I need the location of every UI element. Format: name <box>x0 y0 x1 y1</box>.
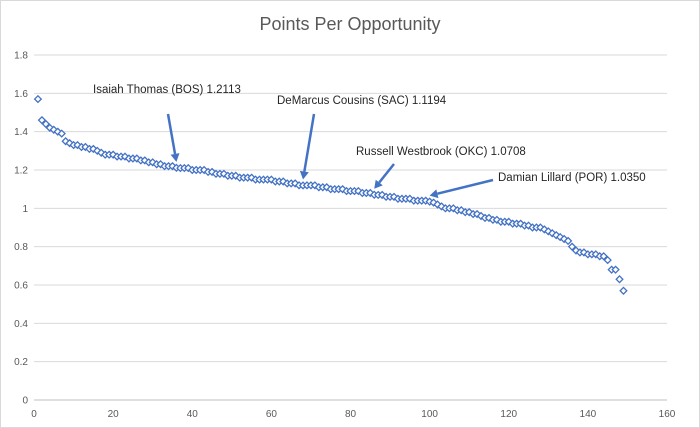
annotation-arrow <box>166 113 177 155</box>
annotation-arrow <box>437 178 494 195</box>
data-point <box>89 144 98 154</box>
data-point <box>57 129 66 138</box>
data-point <box>338 184 347 194</box>
annotation-label: Isaiah Thomas (BOS) 1.2113 <box>93 84 241 96</box>
data-point <box>437 202 446 211</box>
y-tick-label: 0 <box>22 396 28 407</box>
annotation-label: Russell Westbrook (OKC) 1.0708 <box>356 146 526 158</box>
x-tick-label: 160 <box>659 409 676 420</box>
data-point <box>548 229 557 238</box>
annotation-arrowhead <box>299 170 309 180</box>
x-tick-label: 100 <box>421 409 438 420</box>
data-point <box>567 242 577 251</box>
data-point <box>563 236 573 246</box>
data-point <box>247 173 256 182</box>
grid-lines <box>34 54 667 401</box>
y-tick-label: 1 <box>22 204 28 215</box>
data-point <box>290 179 300 188</box>
chart-title: Points Per Opportunity <box>259 14 440 34</box>
y-tick-label: 0.4 <box>14 319 28 330</box>
y-tick-label: 0.2 <box>14 357 28 368</box>
data-point <box>599 252 608 261</box>
x-tick-label: 20 <box>108 409 120 420</box>
data-point <box>279 177 288 186</box>
x-tick-label: 80 <box>345 409 357 420</box>
x-tick-label: 60 <box>266 409 278 420</box>
data-point <box>322 183 331 192</box>
data-point <box>168 161 177 171</box>
annotation-arrowhead <box>374 179 383 189</box>
annotation-arrowhead <box>170 153 180 162</box>
y-tick-label: 1.2 <box>14 166 28 177</box>
y-tick-label: 1.4 <box>14 127 28 138</box>
data-point <box>552 230 561 240</box>
annotation-arrow <box>378 163 395 184</box>
data-point <box>41 119 51 129</box>
annotations: Isaiah Thomas (BOS) 1.2113 DeMarcus Cousi… <box>93 84 646 199</box>
data-point <box>464 207 474 217</box>
data-point <box>37 115 47 125</box>
tick-labels: 0 0.2 0.4 0.6 0.8 1 1.2 1.4 1.6 1.8 0 20 40 60 80 100 12… <box>14 51 676 421</box>
data-point <box>65 138 74 148</box>
data-point <box>516 219 525 228</box>
data-point <box>619 286 628 295</box>
y-tick-label: 1.6 <box>14 89 28 100</box>
y-tick-label: 1.8 <box>14 51 28 62</box>
data-point <box>199 165 209 175</box>
data-point <box>603 255 612 265</box>
data-point <box>108 150 118 159</box>
y-tick-label: 0.6 <box>14 281 28 292</box>
data-point <box>615 275 624 284</box>
data-point <box>207 167 217 177</box>
data-point <box>611 265 620 274</box>
data-point <box>540 225 549 234</box>
annotation-label: Damian Lillard (POR) 1.0350 <box>498 172 646 184</box>
data-point <box>377 190 387 200</box>
data-point <box>484 213 494 223</box>
y-tick-label: 0.8 <box>14 242 28 253</box>
data-point <box>140 156 149 165</box>
annotation-arrowhead <box>429 189 439 199</box>
data-points <box>33 94 628 295</box>
x-tick-label: 0 <box>31 409 37 420</box>
data-point <box>559 234 569 244</box>
data-point <box>33 94 43 104</box>
data-point <box>579 248 589 257</box>
data-point <box>132 154 142 163</box>
x-tick-label: 140 <box>580 409 597 420</box>
x-tick-label: 40 <box>187 409 199 420</box>
annotation-label: DeMarcus Cousins (SAC) 1.1194 <box>277 95 447 107</box>
x-tick-label: 120 <box>500 409 517 420</box>
data-point <box>405 194 415 203</box>
annotation-arrow <box>303 113 316 172</box>
data-point <box>53 127 62 136</box>
data-point <box>231 171 240 180</box>
data-point <box>449 204 458 213</box>
